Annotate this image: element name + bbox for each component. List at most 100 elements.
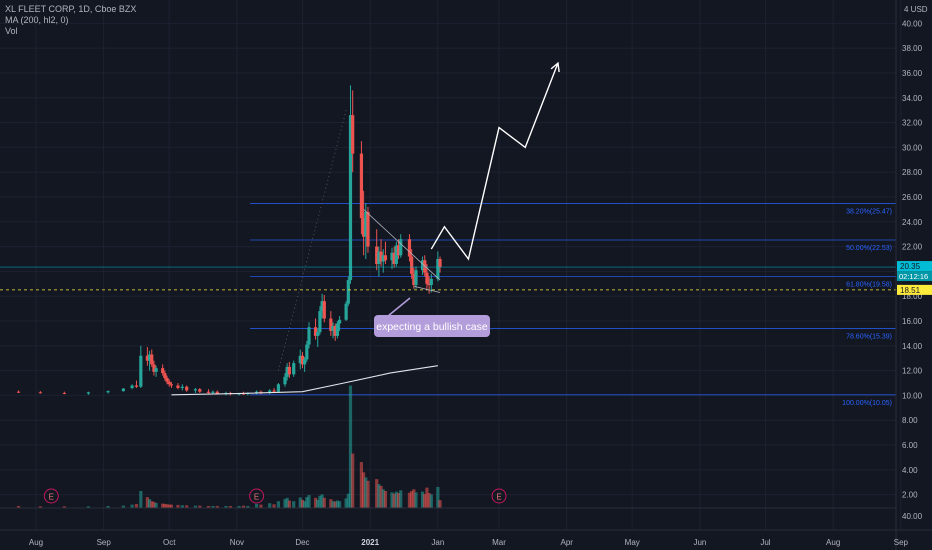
volume-bar	[237, 505, 241, 508]
volume-bar	[436, 486, 440, 508]
volume-bar	[298, 497, 302, 508]
candle	[38, 391, 42, 394]
candle	[316, 328, 320, 348]
candle-body	[407, 239, 412, 257]
candle	[276, 383, 281, 393]
candle-body	[161, 368, 165, 374]
time-tick-label: Aug	[29, 538, 43, 547]
volume-bar	[333, 501, 337, 508]
candle-body	[292, 363, 296, 375]
volume-bar	[121, 505, 125, 508]
candle	[169, 381, 174, 388]
candle	[62, 391, 66, 395]
volume-bar	[329, 499, 333, 508]
candle	[362, 190, 366, 256]
price-tick-label: 2.00	[902, 491, 918, 500]
candle	[134, 380, 139, 388]
volume-indicator-label[interactable]: Vol	[5, 26, 18, 36]
volume-bar	[167, 504, 171, 508]
candle-body	[150, 354, 154, 365]
candle-body	[163, 373, 167, 379]
candle	[130, 384, 134, 390]
time-tick-label: Jan	[431, 538, 444, 547]
candle-body	[420, 260, 425, 271]
candle	[154, 365, 158, 377]
volume-bar	[300, 499, 305, 508]
earnings-marker[interactable]	[491, 488, 507, 504]
volume-bar	[307, 495, 311, 508]
earnings-marker[interactable]	[43, 488, 59, 504]
volume-bar	[305, 497, 309, 508]
volume-bar	[348, 385, 353, 508]
candle-body	[121, 388, 125, 392]
volume-bar	[346, 493, 350, 508]
candle-body	[425, 272, 429, 284]
volume-bar	[359, 462, 364, 508]
volume-bar	[180, 505, 184, 508]
candle-body	[320, 301, 324, 312]
candle	[139, 345, 143, 388]
earnings-marker[interactable]	[249, 488, 265, 504]
volume-bar	[259, 504, 263, 508]
candle	[364, 203, 368, 259]
volume-bar	[228, 505, 232, 508]
time-tick-label: Apr	[560, 538, 573, 547]
fib-level-label: 61.80%(19.58)	[846, 282, 892, 289]
annotation-callout[interactable]: expecting a bullish case	[374, 297, 490, 337]
candle-body	[381, 255, 385, 262]
candle-body	[298, 355, 302, 364]
candle-body	[379, 251, 383, 262]
candle-body	[167, 381, 171, 385]
candle	[383, 241, 388, 264]
candle	[185, 385, 189, 392]
candle	[165, 375, 169, 385]
chart-overlays: expecting a bullish case E E E	[0, 61, 896, 504]
time-tick-label: Mar	[492, 538, 506, 547]
volume-bar	[62, 506, 66, 508]
candle	[394, 241, 398, 267]
volume-bars	[16, 385, 442, 508]
volume-bar	[165, 504, 169, 508]
candle-body	[333, 325, 337, 336]
volume-bar	[38, 506, 42, 508]
volume-bar	[86, 506, 91, 508]
candle-body	[130, 385, 134, 388]
volume-bar	[396, 493, 401, 508]
candle-body	[316, 332, 320, 336]
candle	[292, 360, 296, 377]
countdown-tag	[897, 271, 932, 282]
candle-body	[329, 318, 333, 331]
symbol-title[interactable]: XL FLEET CORP, 1D, Cboe BZX	[5, 4, 137, 14]
candle-body	[318, 311, 322, 333]
candle	[268, 389, 272, 395]
countdown-value: 02:12:16	[899, 272, 928, 281]
candle	[429, 273, 433, 293]
volume-bar	[106, 505, 110, 508]
candle-body	[283, 376, 287, 385]
candle-body	[241, 393, 246, 395]
candle-body	[300, 355, 305, 365]
candle-body	[198, 389, 202, 392]
candle-body	[147, 354, 152, 361]
volume-bar	[198, 505, 202, 508]
candle	[407, 234, 412, 262]
time-tick-label: Jun	[693, 538, 706, 547]
candle-body	[383, 255, 388, 261]
volume-bar	[246, 505, 250, 508]
candle-body	[254, 391, 259, 393]
candle	[303, 356, 307, 372]
price-tick-label: 22.00	[902, 243, 923, 252]
candle-body	[366, 211, 370, 247]
fib-level-label: 38.20%(25.47)	[846, 209, 892, 216]
ma-indicator-label[interactable]: MA (200, hl2, 0)	[5, 15, 69, 25]
time-tick-label: Sep	[894, 538, 909, 547]
candle-body	[185, 386, 189, 391]
volume-bar	[268, 503, 272, 508]
candle-body	[152, 364, 156, 372]
candle-body	[303, 359, 307, 365]
price-tick-label: 10.00	[902, 391, 923, 400]
alert-price-tag	[897, 284, 932, 295]
volume-bar	[335, 500, 339, 508]
candle	[438, 256, 442, 273]
